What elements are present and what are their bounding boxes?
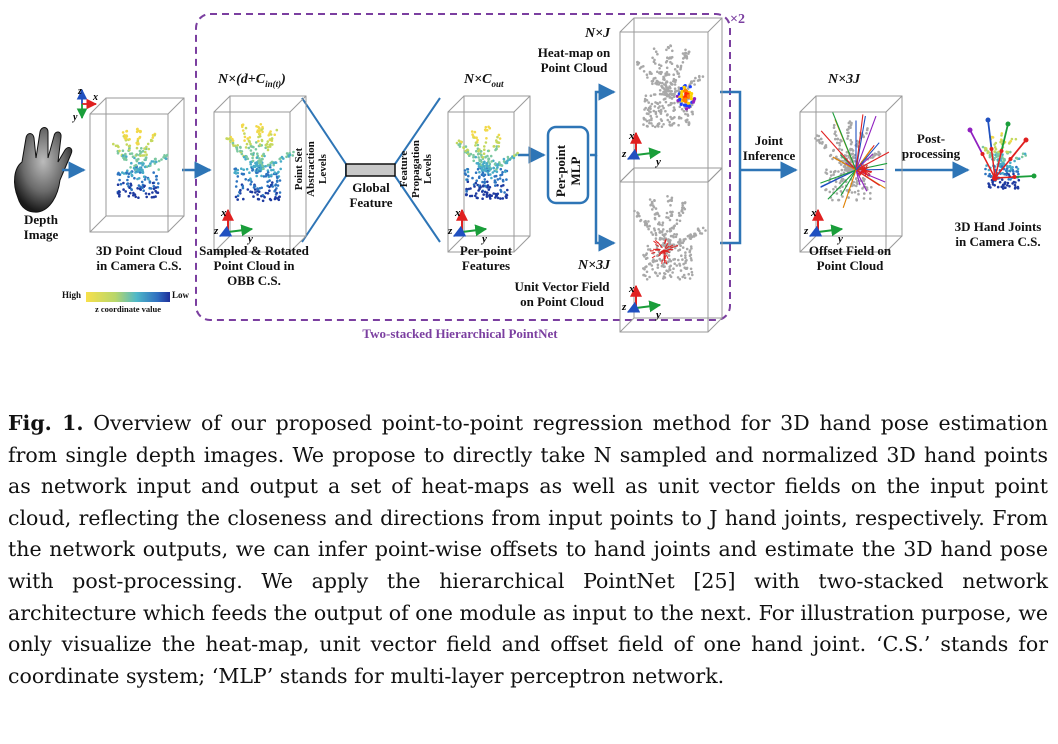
arrow-mlp-branch <box>590 83 616 157</box>
unit-vector-label: Unit Vector Field on Point Cloud <box>514 279 610 309</box>
colorbar-low: Low <box>172 290 190 300</box>
axis-y-label: y <box>654 309 661 321</box>
feature-propagation-label: Feature Propagation Levels <box>398 140 434 198</box>
colorbar <box>86 292 170 302</box>
axis-x-label: x <box>628 130 635 142</box>
axis-z-label: z <box>803 225 809 237</box>
axis-y-label: y <box>246 233 253 245</box>
axis-x-label: x <box>454 207 461 219</box>
caption-text: Overview of our proposed point-to-point … <box>8 411 1048 688</box>
global-feature-bar <box>345 163 396 177</box>
axis-x-label: x <box>810 207 817 219</box>
point-cloud-camera-label: 3D Point Cloud in Camera C.S. <box>96 243 182 273</box>
camera-axis-y: y <box>72 112 78 123</box>
camera-axis-x: x <box>92 92 98 103</box>
dim-nj: N×J <box>585 26 611 41</box>
axis-z-label: z <box>213 225 219 237</box>
hand-joints-skeleton <box>967 117 1037 181</box>
cloud-heatmap <box>636 44 705 129</box>
times-two-label: ×2 <box>730 12 745 27</box>
feature-propagation-funnel <box>394 97 441 243</box>
box-sampled-cloud <box>213 95 307 253</box>
caption-label: Fig. 1. <box>8 411 84 435</box>
colorbar-high: High <box>62 290 82 300</box>
offset-label: Offset Field on Point Cloud <box>808 243 892 273</box>
per-point-features-label: Per-point Features <box>459 243 513 273</box>
axis-z-label: z <box>621 301 627 313</box>
set-abstraction-label: Point Set Abstraction Levels <box>293 141 329 197</box>
dim-input: N×(d+Cin(t)) <box>218 72 286 89</box>
axes-offset: x y z <box>803 207 844 245</box>
dim-cout: N×Cout <box>464 72 504 89</box>
axis-z-label: z <box>447 225 453 237</box>
cloud-sampled <box>225 123 295 203</box>
axes-heatmap: x y z <box>621 130 662 168</box>
box-heatmap <box>619 17 723 183</box>
heatmap-label: Heat-map on Point Cloud <box>537 45 611 75</box>
offset-field <box>820 112 890 208</box>
arrow-merge <box>720 90 742 245</box>
axes-features: x y z <box>447 207 488 245</box>
two-stacked-label: Two-stacked Hierarchical PointNet <box>362 326 558 341</box>
camera-axis-z: z <box>77 86 82 97</box>
figure-caption: Fig. 1. Overview of our proposed point-t… <box>8 408 1048 692</box>
axes-unit-vector: x y z <box>621 283 662 321</box>
heatmap-highlight <box>675 84 697 111</box>
cloud-camera <box>112 127 169 199</box>
depth-image-label: Depth Image <box>23 212 59 242</box>
point-cloud-boxes <box>89 17 903 333</box>
global-feature-label: Global Feature <box>349 180 393 210</box>
cloud-unit-vector <box>633 195 707 281</box>
unit-vector-highlight <box>649 238 679 265</box>
box-features-cloud <box>447 95 531 253</box>
axis-y-label: y <box>654 156 661 168</box>
axis-z-label: z <box>621 148 627 160</box>
colorbar-caption: z coordinate value <box>94 304 162 314</box>
cloud-features <box>455 125 519 200</box>
axes-camera: zx y <box>72 86 98 123</box>
axis-y-label: y <box>480 233 487 245</box>
dim-n3j-b: N×3J <box>828 72 861 87</box>
depth-image <box>14 127 73 213</box>
postprocessing-label: Post- processing <box>901 131 961 161</box>
mlp-box <box>546 125 590 205</box>
mlp-label: Per-point MLP <box>553 144 583 198</box>
box-camera-cloud <box>89 97 185 233</box>
axis-y-label: y <box>836 233 843 245</box>
axes-sampled: x y z <box>213 207 254 245</box>
sampled-label: Sampled & Rotated Point Cloud in OBB C.S… <box>199 243 309 288</box>
dim-n3j-a: N×3J <box>578 258 611 273</box>
joint-inference-label: Joint Inference <box>742 133 796 163</box>
hand-joints-label: 3D Hand Joints in Camera C.S. <box>954 219 1042 249</box>
axis-x-label: x <box>220 207 227 219</box>
axis-x-label: x <box>628 283 635 295</box>
box-unit-vector <box>619 167 723 333</box>
box-offset <box>799 95 903 253</box>
